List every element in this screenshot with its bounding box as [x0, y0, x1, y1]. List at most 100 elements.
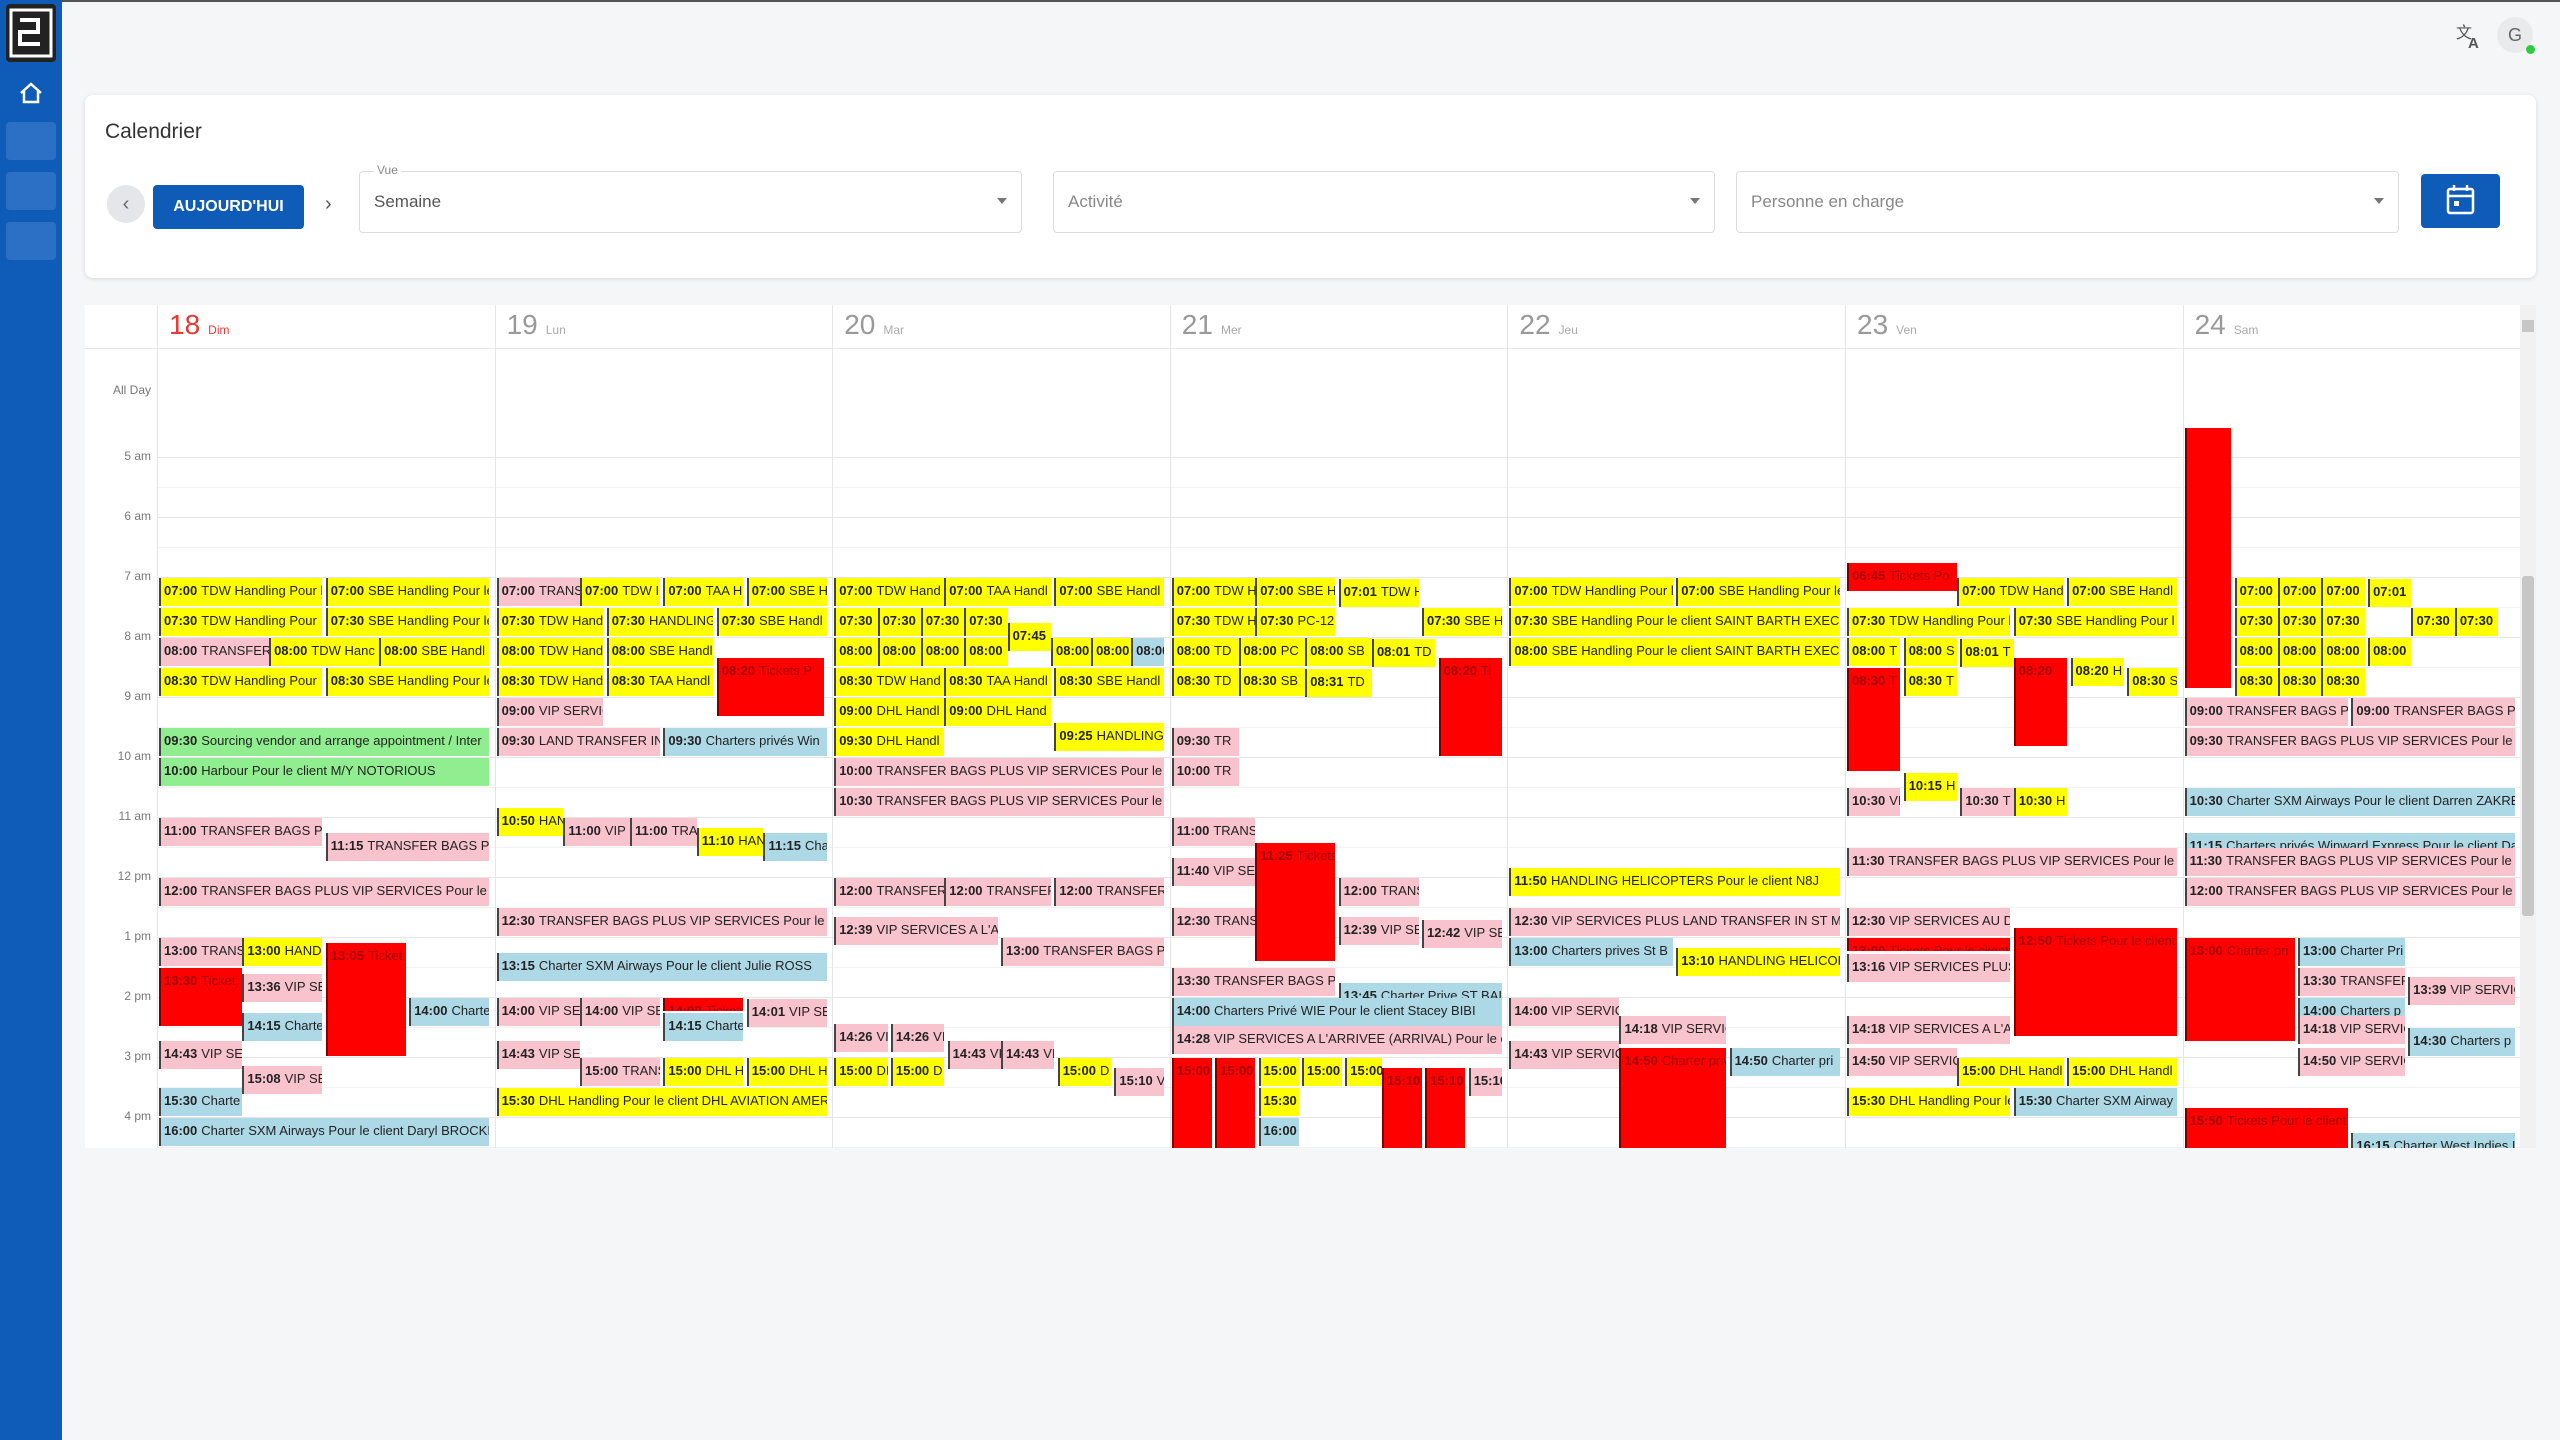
event[interactable]: 15:00	[1258, 1057, 1299, 1086]
event[interactable]: 15:00 D	[1057, 1057, 1112, 1086]
event[interactable]: 15:00 DHL H	[746, 1057, 827, 1086]
event[interactable]: 06:45 Tickets Po	[1847, 562, 1958, 591]
event[interactable]: 08:20 H	[2070, 657, 2124, 686]
event[interactable]: 11:30 TRANSFER BAGS PLUS VIP SERVICES Pou…	[2184, 847, 2515, 876]
event[interactable]: 08:00 SBE Handl	[606, 637, 714, 666]
event[interactable]: 08:30 SBE Handling Pour le	[325, 667, 490, 696]
event[interactable]: 15:08 VIP SE	[242, 1065, 323, 1094]
event[interactable]: 13:00 TRANSFER BAGS PL	[1001, 937, 1165, 966]
event[interactable]: 15:30 Charter SXM Airway	[2013, 1087, 2178, 1116]
event[interactable]: 12:00 TRANSFER	[834, 877, 945, 906]
event[interactable]: 13:10 HANDLING HELICOP	[1676, 947, 1840, 976]
event[interactable]: 12:30 TRANS	[1171, 907, 1256, 936]
event[interactable]: 08:30 SB	[1238, 667, 1306, 696]
event[interactable]: 09:30 LAND TRANSFER IN	[496, 727, 661, 756]
event[interactable]: 11:50 HANDLING HELICOPTERS Pour le client…	[1509, 867, 1840, 896]
event[interactable]: 08:00 TD	[1171, 637, 1239, 666]
event[interactable]: 07:30 TDW Handl	[496, 607, 604, 636]
event[interactable]: 11:25 Tickets	[1255, 842, 1336, 961]
nav-item[interactable]	[6, 172, 56, 210]
event[interactable]: 07:30 SBE Handling Pour le client SAINT B…	[1509, 607, 1840, 636]
event[interactable]: 07:30	[2234, 607, 2278, 636]
event[interactable]: 07:00 SBE Handling Pour le	[1676, 577, 1840, 606]
event[interactable]: 12:00 TRANSFER BAGS PLUS VIP SERVICES Pou…	[159, 877, 490, 906]
event[interactable]: 11:00 TRANS	[1171, 817, 1256, 846]
event[interactable]: 15:00 DHL H	[663, 1057, 744, 1086]
event[interactable]: 16:00 Charter SXM Airways Pour le client …	[159, 1117, 490, 1146]
event[interactable]: 14:00 Charte	[409, 997, 490, 1026]
event[interactable]: 10:30 T	[1960, 787, 2014, 816]
event[interactable]: 15:00	[1345, 1057, 1382, 1086]
event[interactable]: 08:20 Ti	[1438, 657, 1503, 756]
event[interactable]: 12:00 TRANSFER	[944, 877, 1052, 906]
event[interactable]: 10:30 VI	[1847, 787, 1901, 816]
event[interactable]: 07:00 TDW I	[580, 577, 661, 606]
event[interactable]: 08:01 TD	[1371, 638, 1436, 667]
event[interactable]: 10:00 Harbour Pour le client M/Y NOTORIOU…	[159, 757, 490, 786]
event[interactable]: 14:00 VIP SE	[496, 997, 580, 1026]
event[interactable]: 09:30 Sourcing vendor and arrange appoint…	[159, 727, 490, 756]
nav-item[interactable]	[6, 122, 56, 160]
event[interactable]: 15:50 Tickets Pour le client	[2184, 1107, 2349, 1148]
event[interactable]: 07:30 PC-12	[1255, 607, 1336, 636]
event[interactable]: 13:00 Charter Pri	[2298, 937, 2405, 966]
event[interactable]: 08:00	[1051, 637, 1092, 666]
event[interactable]: 09:00 DHL Handl	[834, 697, 945, 726]
event[interactable]: 12:00 TRANSFER	[1054, 877, 1165, 906]
event[interactable]: 12:30 TRANSFER BAGS PLUS VIP SERVICES Pou…	[496, 907, 827, 936]
event[interactable]: 14:01 VIP SE	[746, 998, 827, 1027]
calendar-button[interactable]	[2421, 174, 2500, 228]
event[interactable]: 15:00 DHL Handl	[1957, 1057, 2064, 1086]
event[interactable]: 14:00 Charters Privé WIE Pour le client S…	[1171, 997, 1503, 1026]
event[interactable]: 15:00 DHL Handl	[2067, 1057, 2178, 1086]
event[interactable]: 07:00 TDW H	[1171, 577, 1256, 606]
event[interactable]: 15:10	[1468, 1067, 1503, 1096]
event[interactable]: 07:30 TDW Handling Pour	[159, 607, 323, 636]
event[interactable]: 08:30 TDW Handling Pour	[159, 667, 323, 696]
event[interactable]: 12:30 VIP SERVICES PLUS LAND TRANSFER IN …	[1509, 907, 1840, 936]
event[interactable]: 14:15 Charte	[242, 1012, 323, 1041]
event[interactable]: 08:00 TDW Hanc	[269, 637, 380, 666]
day-header[interactable]: 23 Ven	[1857, 309, 1917, 341]
event[interactable]: 09:25 HANDLING	[1054, 722, 1165, 751]
event[interactable]: 07:30 TDW H	[1171, 607, 1256, 636]
event[interactable]: 10:30 TRANSFER BAGS PLUS VIP SERVICES Pou…	[834, 787, 1165, 816]
event[interactable]: 09:00 TRANSFER BAGS PL	[2184, 697, 2349, 726]
event[interactable]: 13:30 TRANSFER BAGS PL	[1171, 967, 1336, 996]
day-header[interactable]: 24 Sam	[2195, 309, 2259, 341]
event[interactable]: 14:28 VIP SERVICES A L'ARRIVEE (ARRIVAL) …	[1171, 1025, 1503, 1054]
event[interactable]: 07:00	[2234, 577, 2278, 606]
event[interactable]: 13:00 Tickets Pour le client	[1847, 937, 2011, 951]
event[interactable]: 15:00	[1171, 1057, 1212, 1148]
event[interactable]: 13:05 Ticket	[325, 942, 406, 1056]
event[interactable]: 14:30 Charters p	[2408, 1027, 2515, 1056]
event[interactable]: 08:00 PC	[1238, 637, 1306, 666]
event[interactable]: 07:00 TAA Handl	[944, 577, 1052, 606]
event[interactable]: 08:30 T	[1847, 667, 1901, 771]
event[interactable]: 13:16 VIP SERVICES PLUS	[1847, 953, 2011, 982]
event[interactable]: 08:00 T	[1847, 637, 1901, 666]
event[interactable]: 07:30	[2454, 607, 2499, 636]
event[interactable]: 12:50 Tickets Pour le client	[2013, 927, 2178, 1036]
event[interactable]: 13:00 HAND	[242, 937, 323, 966]
event[interactable]: 07:00	[2278, 577, 2322, 606]
event[interactable]: 14:50 Charter pri	[1729, 1047, 1840, 1076]
event[interactable]: 07:30 SBE Handl	[716, 607, 827, 636]
event[interactable]: 09:30 DHL Handl	[834, 727, 945, 756]
event[interactable]: 15:00	[1215, 1057, 1256, 1148]
event[interactable]: 13:30 TRANSFER	[2298, 967, 2405, 996]
event[interactable]: 08:01 T	[1960, 638, 2014, 667]
day-header[interactable]: 19 Lun	[507, 309, 566, 341]
event[interactable]: 07:00	[2321, 577, 2365, 606]
event[interactable]: 08:00	[2234, 637, 2278, 666]
event[interactable]: 15:10 VI	[1114, 1067, 1165, 1096]
event[interactable]: 08:30	[2278, 667, 2322, 696]
scrollbar-thumb[interactable]	[2522, 576, 2534, 916]
event[interactable]: 13:30 Ticket	[159, 967, 243, 1026]
event[interactable]: 07:30 TDW Handling Pour l	[1847, 607, 2011, 636]
